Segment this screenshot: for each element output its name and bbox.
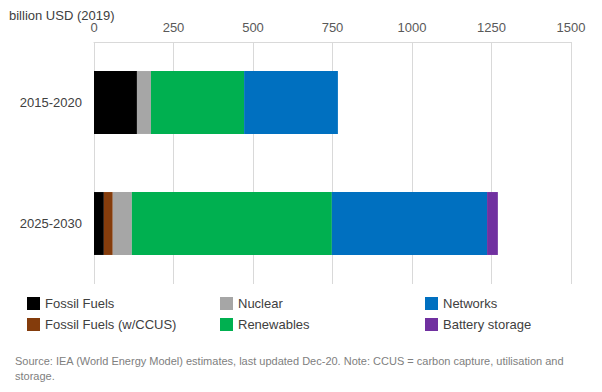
svg-text:0: 0 (90, 20, 98, 35)
svg-text:Renewables: Renewables (238, 317, 310, 332)
svg-text:2015-2020: 2015-2020 (20, 95, 82, 110)
svg-text:Fossil Fuels (w/CCUS): Fossil Fuels (w/CCUS) (45, 317, 176, 332)
svg-text:1000: 1000 (398, 20, 427, 35)
svg-text:750: 750 (322, 20, 344, 35)
svg-text:Networks: Networks (443, 296, 498, 311)
svg-text:billion USD (2019): billion USD (2019) (9, 8, 115, 23)
svg-text:Source: IEA (World Energy Mode: Source: IEA (World Energy Model) estimat… (15, 355, 567, 367)
svg-text:Nuclear: Nuclear (238, 296, 283, 311)
svg-text:1500: 1500 (557, 20, 586, 35)
svg-text:1250: 1250 (477, 20, 506, 35)
svg-text:storage.: storage. (15, 370, 55, 382)
svg-text:Battery storage: Battery storage (443, 317, 531, 332)
svg-text:2025-2030: 2025-2030 (20, 216, 82, 231)
svg-text:250: 250 (163, 20, 185, 35)
svg-text:500: 500 (242, 20, 264, 35)
svg-text:Fossil Fuels: Fossil Fuels (45, 296, 115, 311)
